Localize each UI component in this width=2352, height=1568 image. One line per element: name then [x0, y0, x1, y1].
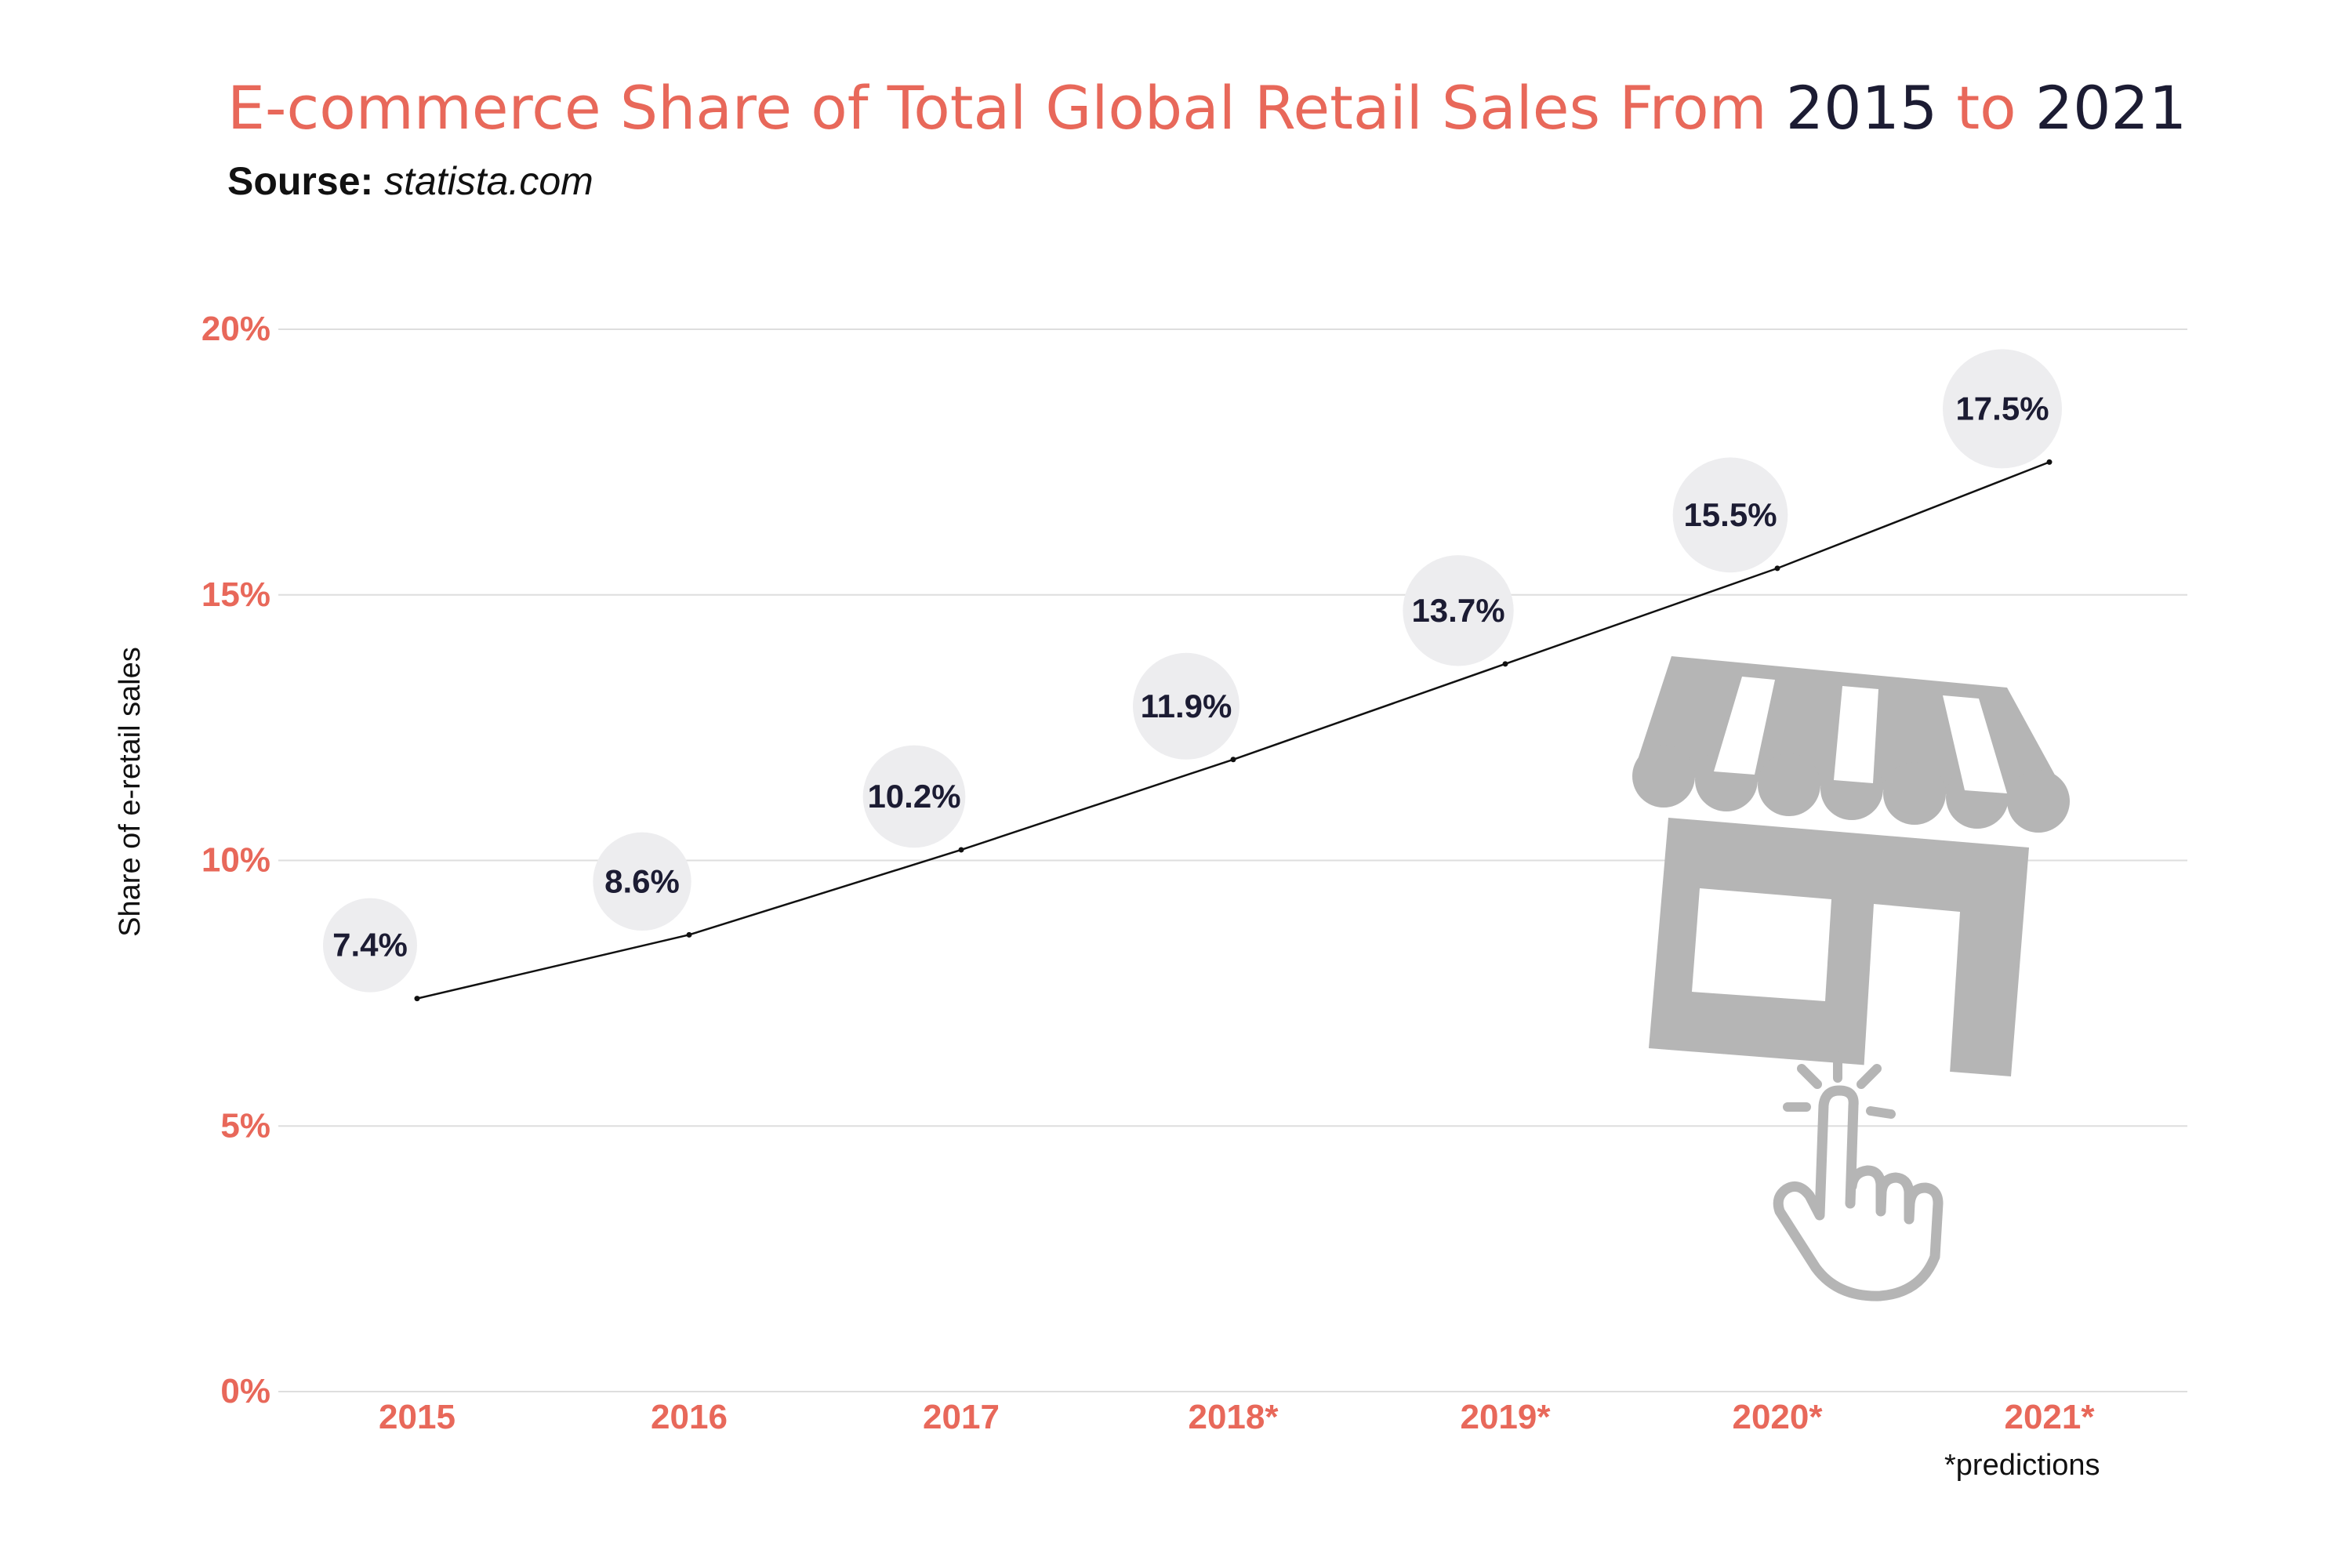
x-tick-labels: 2015 2016 2017 2018* 2019* 2020* 2021*: [379, 1398, 2095, 1436]
data-label: 10.2%: [867, 778, 960, 815]
x-tick-label: 2015: [379, 1398, 456, 1436]
x-tick-label: 2020*: [1732, 1398, 1823, 1436]
x-tick-label: 2018*: [1188, 1398, 1279, 1436]
x-tick-label: 2016: [651, 1398, 728, 1436]
data-point: [686, 931, 692, 938]
data-label: 11.9%: [1141, 688, 1232, 724]
data-label-bubbles: [323, 349, 2062, 993]
data-point: [1502, 661, 1508, 667]
data-label-bubble: [862, 745, 966, 848]
data-point: [2046, 459, 2053, 465]
title-part-text: E-commerce Share of Total Global Retail …: [227, 73, 1786, 143]
y-tick-label: 15%: [201, 575, 270, 614]
x-tick-label: 2021*: [2004, 1398, 2095, 1436]
pointing-hand-icon: [1773, 1085, 1944, 1301]
x-tick-label: 2019*: [1460, 1398, 1551, 1436]
data-point: [414, 996, 420, 1002]
data-label: 8.6%: [604, 862, 680, 899]
title-connector-text: to: [1937, 73, 2035, 143]
store-door: [1863, 904, 1960, 1086]
data-label: 13.7%: [1411, 592, 1504, 629]
storefront-icon: [1632, 656, 2070, 1301]
chart-source: Sourse: statista.com: [227, 162, 593, 201]
source-label: Sourse:: [227, 159, 374, 203]
grid-lines: [278, 328, 2187, 1392]
data-label: 7.4%: [332, 927, 408, 964]
data-point: [1230, 757, 1236, 763]
data-point: [1774, 565, 1780, 572]
data-label-bubble: [323, 898, 417, 993]
predictions-footnote: *predictions: [1944, 1449, 2100, 1482]
data-label-bubble: [1133, 652, 1240, 760]
source-value: statista.com: [384, 159, 593, 203]
data-label-bubble: [1403, 555, 1514, 666]
y-tick-labels: 0% 5% 10% 15% 20%: [201, 310, 270, 1410]
title-start-year: 2015: [1785, 73, 1938, 143]
y-tick-label: 20%: [201, 310, 270, 348]
click-rays: [1783, 1051, 1896, 1119]
y-tick-label: 5%: [220, 1106, 270, 1145]
store-window: [1692, 888, 1831, 1001]
data-label-bubble: [1672, 457, 1788, 573]
awning-stripes: [1714, 677, 2007, 793]
x-tick-label: 2017: [923, 1398, 1000, 1436]
data-label: 17.5%: [1955, 390, 2049, 426]
y-tick-label: 0%: [220, 1372, 270, 1410]
data-label: 15.5%: [1683, 496, 1777, 533]
data-labels: 7.4% 8.6% 10.2% 11.9% 13.7% 15.5% 17.5%: [332, 390, 2049, 963]
data-points: [414, 459, 2053, 1002]
data-label-bubble: [593, 832, 691, 931]
data-label-bubble: [1943, 349, 2062, 469]
y-tick-label: 10%: [201, 841, 270, 880]
y-axis-label: Share of e-retail sales: [114, 647, 147, 937]
data-point: [958, 847, 964, 853]
chart-title: E-commerce Share of Total Global Retail …: [227, 78, 2187, 138]
title-end-year: 2021: [2034, 73, 2187, 143]
